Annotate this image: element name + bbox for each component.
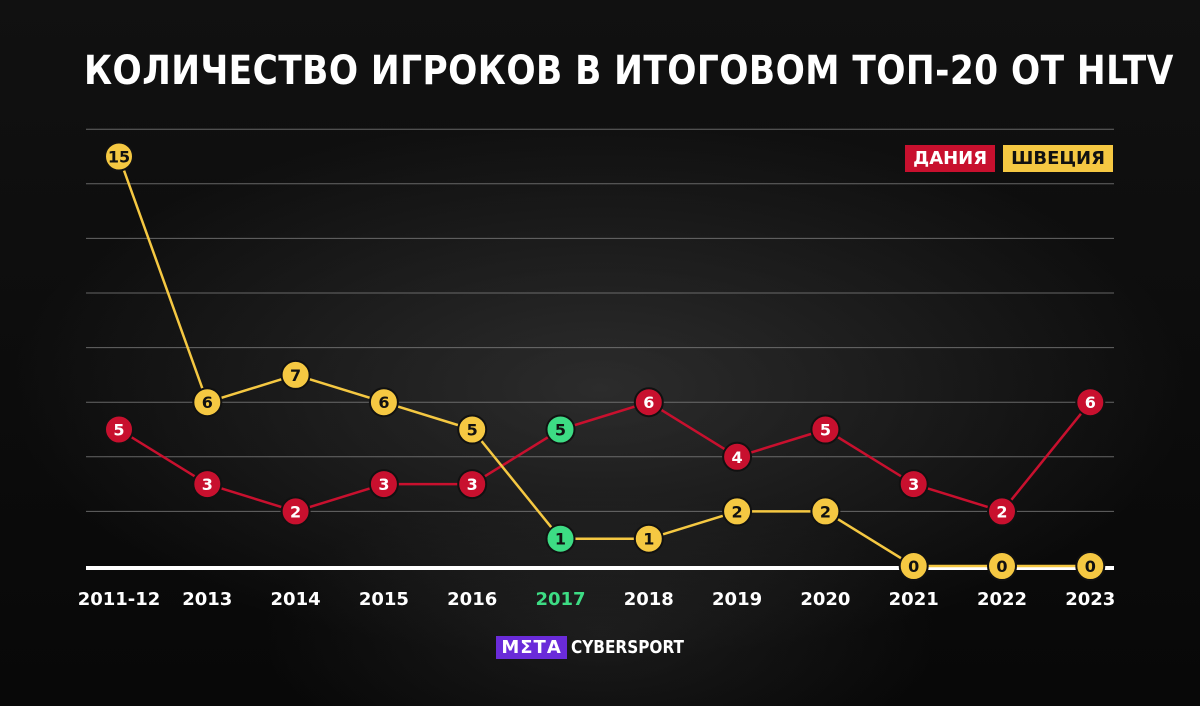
point-label: 1 xyxy=(555,530,566,549)
data-point-1-5: 1 xyxy=(545,523,576,554)
x-tick-label: 2023 xyxy=(1065,589,1115,610)
point-marker xyxy=(368,469,399,500)
point-marker xyxy=(545,414,576,445)
point-label: 5 xyxy=(820,421,831,440)
point-marker xyxy=(810,496,841,527)
x-tick-label: 2021 xyxy=(889,589,939,610)
point-label: 6 xyxy=(202,393,213,412)
point-label: 0 xyxy=(996,557,1007,576)
point-label: 2 xyxy=(732,502,743,521)
data-point-0-9: 3 xyxy=(898,469,929,500)
point-label: 3 xyxy=(202,475,213,494)
data-point-0-8: 5 xyxy=(810,414,841,445)
point-label: 3 xyxy=(378,475,389,494)
legend-denmark: ДАНИЯ xyxy=(905,145,996,172)
data-point-0-5: 5 xyxy=(545,414,576,445)
series-lines xyxy=(117,156,1092,568)
data-point-0-3: 3 xyxy=(368,469,399,500)
x-tick-label: 2014 xyxy=(271,589,321,610)
brand-meta: МΣТА xyxy=(496,636,567,659)
point-label: 6 xyxy=(378,393,389,412)
point-label: 1 xyxy=(643,530,654,549)
point-label: 7 xyxy=(290,366,301,385)
x-tick-label: 2013 xyxy=(182,589,232,610)
point-marker xyxy=(1075,387,1106,418)
point-marker xyxy=(810,414,841,445)
x-tick-label: 2018 xyxy=(624,589,674,610)
data-point-1-0: 15 xyxy=(104,141,134,172)
data-point-0-0: 5 xyxy=(104,414,134,445)
point-marker xyxy=(1075,551,1106,581)
brand-cybersport: CYBERSPORT xyxy=(570,637,684,658)
point-marker xyxy=(192,387,223,418)
data-point-0-11: 6 xyxy=(1075,387,1106,418)
point-marker xyxy=(368,387,399,418)
x-tick-labels: 2011-12 2013 2014 2015 2016 2017 2018 2019 2020 2… xyxy=(78,589,1116,610)
point-marker xyxy=(633,387,664,418)
data-point-0-4: 3 xyxy=(457,469,488,500)
data-point-1-9: 0 xyxy=(898,551,929,581)
x-tick-label: 2015 xyxy=(359,589,409,610)
point-label: 2 xyxy=(290,502,301,521)
point-label: 6 xyxy=(1085,393,1096,412)
point-label: 6 xyxy=(643,393,654,412)
data-point-1-11: 0 xyxy=(1075,551,1106,581)
point-marker xyxy=(192,469,223,500)
data-point-1-8: 2 xyxy=(810,496,841,527)
point-label: 15 xyxy=(108,148,130,167)
data-point-0-1: 3 xyxy=(192,469,223,500)
brand-logo: МΣТА CYBERSPORT xyxy=(0,636,1200,659)
point-label: 0 xyxy=(908,557,919,576)
point-label: 5 xyxy=(467,421,478,440)
point-marker xyxy=(104,414,134,445)
point-marker xyxy=(987,551,1017,581)
point-marker xyxy=(545,523,576,554)
point-label: 5 xyxy=(113,421,124,440)
x-tick-label: 2020 xyxy=(800,589,850,610)
data-point-1-10: 0 xyxy=(987,551,1017,581)
data-point-0-2: 2 xyxy=(280,496,311,527)
data-point-0-6: 6 xyxy=(633,387,664,418)
legend-sweden: ШВЕЦИЯ xyxy=(1003,145,1113,172)
point-label: 3 xyxy=(467,475,478,494)
legend: ДАНИЯ ШВЕЦИЯ xyxy=(905,145,1113,172)
data-point-1-1: 6 xyxy=(192,387,223,418)
x-tick-label: 2016 xyxy=(447,589,497,610)
point-marker xyxy=(898,469,929,500)
x-tick-label: 2019 xyxy=(712,589,762,610)
point-marker xyxy=(104,141,134,172)
point-label: 4 xyxy=(732,448,743,467)
data-point-1-2: 7 xyxy=(280,359,311,390)
point-label: 3 xyxy=(908,475,919,494)
x-tick-label: 2022 xyxy=(977,589,1027,610)
point-marker xyxy=(280,496,311,527)
data-point-1-7: 2 xyxy=(722,496,753,527)
data-point-1-3: 6 xyxy=(368,387,399,418)
point-label: 2 xyxy=(996,502,1007,521)
data-points: 5 3 2 3 3 5 6 4 5 3 2 6 15 6 7 6 5 1 1 2 2 0 0 0 xyxy=(104,141,1106,581)
point-marker xyxy=(280,359,311,390)
point-marker xyxy=(987,496,1017,527)
series-line-0 xyxy=(118,400,1092,513)
data-point-1-4: 5 xyxy=(457,414,488,445)
point-label: 5 xyxy=(555,421,566,440)
x-tick-label: 2011-12 xyxy=(78,589,161,610)
point-marker xyxy=(457,469,488,500)
point-marker xyxy=(722,496,753,527)
point-marker xyxy=(722,441,753,472)
point-marker xyxy=(633,523,664,554)
point-marker xyxy=(457,414,488,445)
point-label: 0 xyxy=(1085,557,1096,576)
series-line-1 xyxy=(117,156,1091,568)
grid-lines xyxy=(86,128,1114,512)
x-tick-label: 2017 xyxy=(535,589,585,610)
data-point-0-10: 2 xyxy=(987,496,1017,527)
point-label: 2 xyxy=(820,502,831,521)
data-point-1-6: 1 xyxy=(633,523,664,554)
data-point-0-7: 4 xyxy=(722,441,753,472)
chart-title: КОЛИЧЕСТВО ИГРОКОВ В ИТОГОВОМ ТОП-20 ОТ … xyxy=(84,48,1174,94)
point-marker xyxy=(898,551,929,581)
